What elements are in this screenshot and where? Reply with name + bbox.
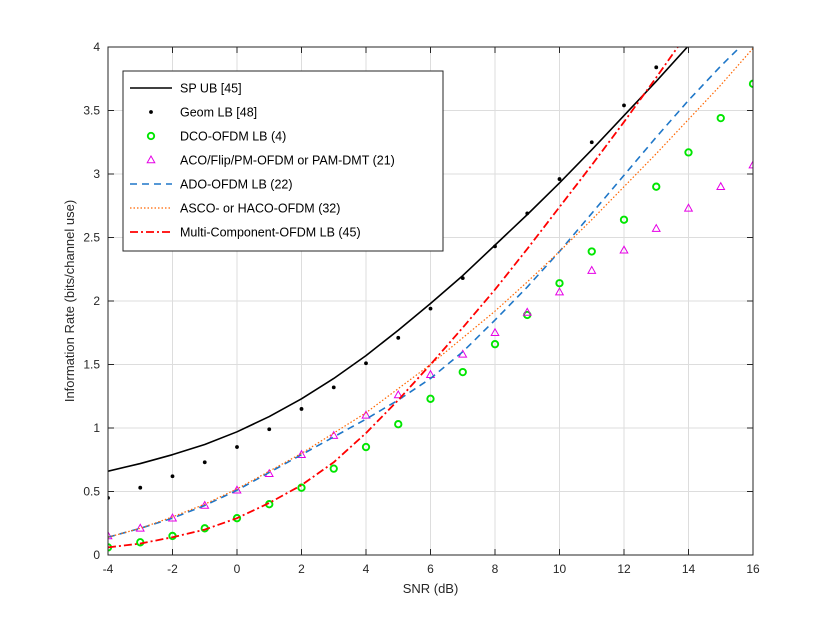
data-point-dco-ofdm-lb-4 <box>297 483 306 492</box>
x-tick-label: 4 <box>363 562 370 576</box>
data-point-dco-ofdm-lb-4 <box>232 514 242 523</box>
data-point-aco-flip-pm-ofdm-or-pam-dmt-21 <box>167 513 178 522</box>
data-point-geom-lb-48 <box>396 335 401 340</box>
y-tick-label: 3 <box>93 167 100 181</box>
legend-swatch-geom-lb-48 <box>149 110 153 114</box>
data-point-dco-ofdm-lb-4 <box>684 148 693 157</box>
series-asco-or-haco-ofdm-32 <box>108 47 753 538</box>
data-point-aco-flip-pm-ofdm-or-pam-dmt-21 <box>554 287 565 296</box>
legend-label-geom-lb-48: Geom LB [48] <box>180 106 257 120</box>
series-dco-ofdm-lb-4 <box>108 79 753 552</box>
data-point-aco-flip-pm-ofdm-or-pam-dmt-21 <box>716 181 726 190</box>
series-line-multi-component-ofdm-lb-45 <box>108 47 679 549</box>
data-point-geom-lb-48 <box>428 306 433 311</box>
y-tick-label: 1 <box>93 421 100 435</box>
x-tick-label: 14 <box>682 562 696 576</box>
y-tick-label: 4 <box>93 40 100 54</box>
y-tick-label: 2 <box>93 294 100 308</box>
data-point-dco-ofdm-lb-4 <box>458 367 467 377</box>
data-point-geom-lb-48 <box>622 103 626 108</box>
data-point-aco-flip-pm-ofdm-or-pam-dmt-21 <box>619 245 629 254</box>
data-point-dco-ofdm-lb-4 <box>652 182 661 191</box>
legend-label-dco-ofdm-lb-4: DCO-OFDM LB (4) <box>180 130 286 144</box>
data-point-geom-lb-48 <box>493 244 497 249</box>
x-tick-label: 2 <box>298 562 305 576</box>
legend-swatch-aco-flip-pm-ofdm-or-pam-dmt-21 <box>146 154 156 164</box>
data-point-geom-lb-48 <box>460 276 465 281</box>
data-point-dco-ofdm-lb-4 <box>619 215 629 224</box>
x-tick-label: -2 <box>167 562 178 576</box>
data-point-aco-flip-pm-ofdm-or-pam-dmt-21 <box>683 203 694 212</box>
x-axis-label: SNR (dB) <box>403 581 459 596</box>
data-point-geom-lb-48 <box>202 460 207 465</box>
data-point-aco-flip-pm-ofdm-or-pam-dmt-21 <box>522 307 532 316</box>
data-point-aco-flip-pm-ofdm-or-pam-dmt-21 <box>200 500 210 509</box>
y-axis-label: Information Rate (bits/channel use) <box>62 200 77 402</box>
series-line-ado-ofdm-lb-22 <box>108 47 742 538</box>
legend-box <box>122 70 444 252</box>
data-point-aco-flip-pm-ofdm-or-pam-dmt-21 <box>587 265 597 274</box>
y-tick-label: 3.5 <box>83 104 100 118</box>
legend: SP UB [45] Geom LB [48] DCO-OFDM LB (4) ACO… <box>122 70 444 252</box>
x-tick-label: 6 <box>427 562 434 576</box>
data-point-dco-ofdm-lb-4 <box>394 420 403 429</box>
series-line-sp-ub-45 <box>108 47 689 472</box>
x-tick-label: 12 <box>617 562 631 576</box>
data-point-dco-ofdm-lb-4 <box>587 247 596 256</box>
y-tick-label: 0 <box>93 548 100 562</box>
x-tick-label: 16 <box>746 562 760 576</box>
series-sp-ub-45 <box>108 47 689 472</box>
data-point-geom-lb-48 <box>138 485 143 490</box>
axis-ticks: -4 -2 0 2 4 6 8 10 12 14 16 0 0.5 1 1.5 2 2.5 3 3.5 4 <box>83 40 760 576</box>
data-point-dco-ofdm-lb-4 <box>329 464 338 473</box>
data-point-geom-lb-48 <box>267 427 272 432</box>
y-tick-label: 1.5 <box>83 358 100 372</box>
legend-label-asco-or-haco-ofdm-32: ASCO- or HACO-OFDM (32) <box>180 202 340 216</box>
data-point-aco-flip-pm-ofdm-or-pam-dmt-21 <box>108 530 113 540</box>
data-point-aco-flip-pm-ofdm-or-pam-dmt-21 <box>232 485 242 494</box>
data-point-dco-ofdm-lb-4 <box>361 442 371 452</box>
legend-swatch-dco-ofdm-lb-4 <box>146 131 156 141</box>
data-point-aco-flip-pm-ofdm-or-pam-dmt-21 <box>393 389 403 399</box>
data-point-dco-ofdm-lb-4 <box>555 279 564 288</box>
data-point-aco-flip-pm-ofdm-or-pam-dmt-21 <box>490 327 500 337</box>
data-point-aco-flip-pm-ofdm-or-pam-dmt-21 <box>296 449 307 458</box>
series-line-asco-or-haco-ofdm-32 <box>108 47 753 538</box>
data-point-geom-lb-48 <box>525 211 530 216</box>
legend-label-multi-component-ofdm-lb-45: Multi-Component-OFDM LB (45) <box>180 226 361 240</box>
data-point-dco-ofdm-lb-4 <box>490 340 500 349</box>
data-point-aco-flip-pm-ofdm-or-pam-dmt-21 <box>748 160 753 169</box>
data-point-geom-lb-48 <box>170 474 175 479</box>
data-point-geom-lb-48 <box>299 407 304 411</box>
series-ado-ofdm-lb-22 <box>108 47 742 538</box>
x-tick-label: 0 <box>234 562 241 576</box>
data-point-aco-flip-pm-ofdm-or-pam-dmt-21 <box>361 410 371 419</box>
x-tick-label: -4 <box>103 562 114 576</box>
data-point-dco-ofdm-lb-4 <box>426 394 435 403</box>
legend-label-ado-ofdm-lb-22: ADO-OFDM LB (22) <box>180 178 293 192</box>
series-multi-component-ofdm-lb-45 <box>108 47 679 549</box>
x-tick-label: 10 <box>553 562 567 576</box>
data-point-geom-lb-48 <box>364 361 368 366</box>
series-layer <box>108 47 753 552</box>
data-point-geom-lb-48 <box>589 140 594 145</box>
y-tick-label: 2.5 <box>83 231 100 245</box>
legend-label-aco-flip-pm-ofdm-or-pam-dmt-21: ACO/Flip/PM-OFDM or PAM-DMT (21) <box>180 154 395 168</box>
x-tick-label: 8 <box>492 562 499 576</box>
data-point-aco-flip-pm-ofdm-or-pam-dmt-21 <box>329 430 339 439</box>
y-tick-label: 0.5 <box>83 485 100 499</box>
data-point-geom-lb-48 <box>331 385 336 390</box>
data-point-geom-lb-48 <box>654 65 659 70</box>
data-point-dco-ofdm-lb-4 <box>716 113 725 123</box>
data-point-geom-lb-48 <box>235 445 239 449</box>
legend-label-sp-ub-45: SP UB [45] <box>180 82 242 96</box>
data-point-aco-flip-pm-ofdm-or-pam-dmt-21 <box>651 223 661 232</box>
data-point-geom-lb-48 <box>557 177 562 181</box>
